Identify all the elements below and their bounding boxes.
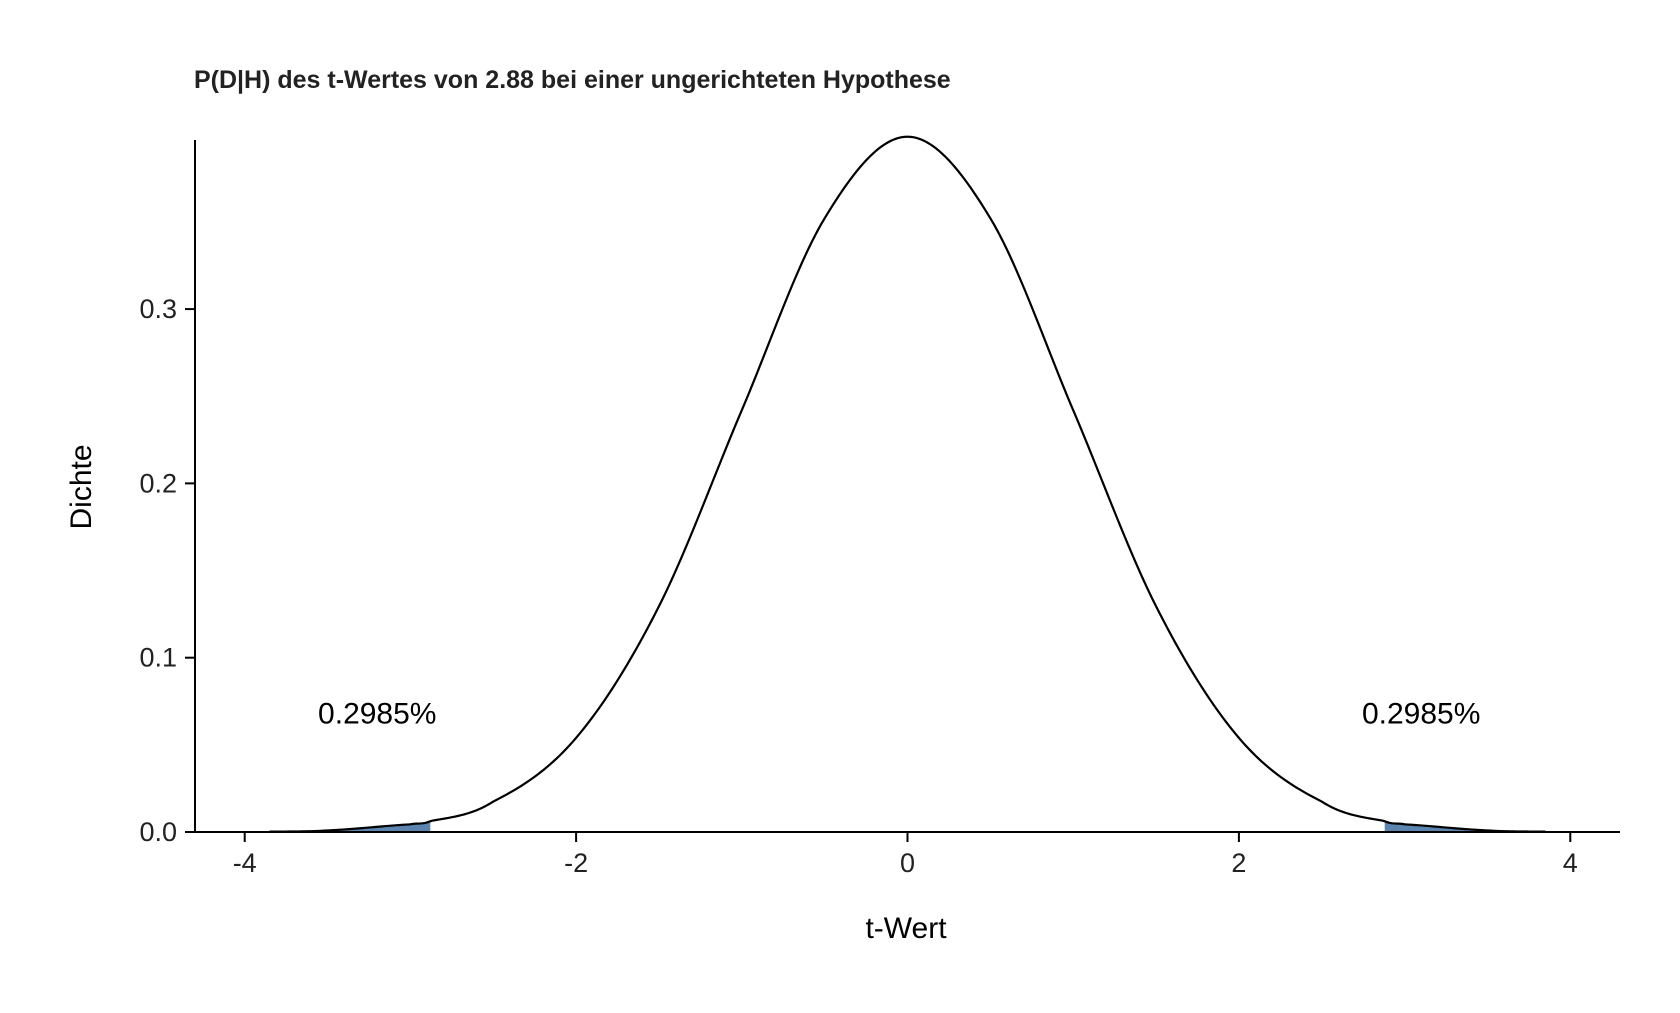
density-curve bbox=[269, 135, 1546, 833]
chart-title: P(D|H) des t-Wertes von 2.88 bei einer u… bbox=[194, 66, 951, 94]
x-tick-label: 2 bbox=[1231, 848, 1246, 878]
curve-layer bbox=[269, 135, 1546, 833]
x-tick-label: 4 bbox=[1563, 848, 1578, 878]
y-tick-label: 0.3 bbox=[139, 294, 177, 324]
x-tick-label: -2 bbox=[564, 848, 588, 878]
y-axis-label: Dichte bbox=[65, 444, 98, 529]
x-tick-label: 0 bbox=[900, 848, 915, 878]
shaded-regions bbox=[269, 821, 1546, 832]
shaded-tail-right bbox=[1384, 821, 1546, 832]
x-axis-label: t-Wert bbox=[865, 912, 947, 945]
x-tick-label: -4 bbox=[233, 848, 257, 878]
annotation-left-tail: 0.2985% bbox=[318, 697, 436, 730]
shaded-tail-left bbox=[269, 821, 431, 832]
annotations: 0.2985% 0.2985% bbox=[318, 697, 1480, 730]
annotation-right-tail: 0.2985% bbox=[1362, 697, 1480, 730]
y-tick-label: 0.1 bbox=[139, 643, 177, 673]
y-tick-label: 0.0 bbox=[139, 817, 177, 847]
y-tick-label: 0.2 bbox=[139, 468, 177, 498]
axes: -4 -2 0 2 4 0.0 0.1 0.2 0.3 bbox=[139, 140, 1620, 878]
